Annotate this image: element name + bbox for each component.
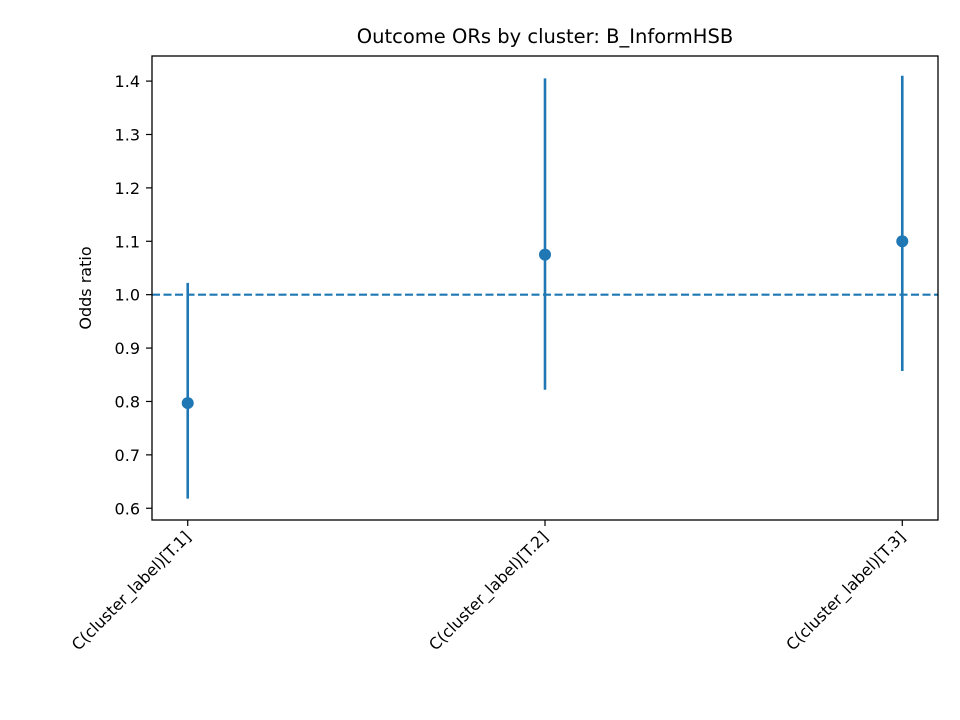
y-tick-label-5: 1.0 (115, 286, 140, 305)
y-tick-label-7: 1.2 (115, 179, 140, 198)
y-tick-label-3: 0.8 (115, 392, 140, 411)
y-tick-label-8: 1.3 (115, 125, 140, 144)
x-tick-label-2: C(cluster_label)[T.2] (425, 527, 553, 655)
y-axis-label: Odds ratio (76, 246, 95, 329)
y-tick-label-9: 1.4 (115, 72, 140, 91)
chart-title: Outcome ORs by cluster: B_InformHSB (357, 25, 733, 48)
y-tick-label-2: 0.7 (115, 446, 140, 465)
data-point-1 (181, 397, 194, 410)
x-tick-label-3: C(cluster_label)[T.3] (782, 527, 910, 655)
y-tick-label-4: 0.9 (115, 339, 140, 358)
plot-area: 0.6 0.7 0.8 0.9 1.0 1.1 1.2 1.3 1.4 C(cluster_lab… (68, 55, 939, 655)
y-tick-label-1: 0.6 (115, 499, 140, 518)
data-point-2 (539, 248, 551, 261)
data-point-3 (896, 235, 909, 248)
y-tick-label-6: 1.1 (115, 232, 140, 251)
x-tick-label-1: C(cluster_label)[T.1] (68, 527, 196, 655)
